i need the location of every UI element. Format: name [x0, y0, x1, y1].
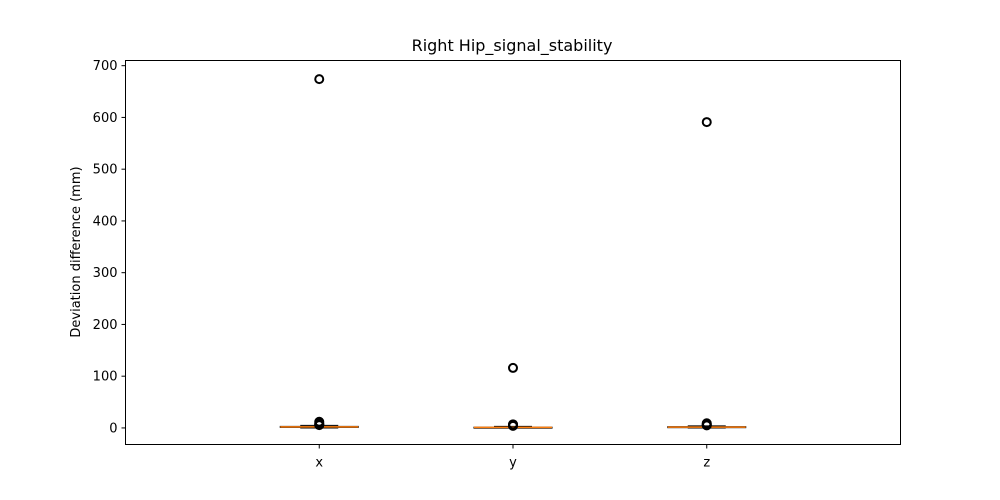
axes-frame — [125, 60, 901, 445]
box-z — [667, 117, 747, 431]
y-tick-label: 200 — [93, 318, 118, 333]
outlier-point — [314, 74, 325, 85]
outlier-point — [314, 420, 325, 431]
outlier-point — [508, 362, 518, 373]
outlier-point — [508, 420, 518, 431]
y-tick-label: 400 — [93, 214, 118, 229]
x-tick-label: z — [703, 456, 710, 471]
box-y — [473, 362, 553, 431]
y-tick-label: 300 — [93, 266, 118, 281]
y-tick-label: 0 — [109, 421, 117, 436]
y-axis-label: Deviation difference (mm) — [69, 166, 84, 337]
x-tick-label: x — [315, 456, 323, 471]
y-tick-label: 700 — [93, 59, 118, 74]
y-tick-label: 100 — [93, 370, 118, 385]
x-tick-label: y — [509, 456, 517, 471]
y-tick-label: 500 — [93, 163, 118, 178]
chart-title: Right Hip_signal_stability — [412, 36, 613, 56]
outlier-point — [701, 420, 712, 431]
outlier-point — [701, 117, 712, 128]
y-tick-label: 600 — [93, 111, 118, 126]
plot-area: 0 100 200 300 400 500 600 700 x y z — [93, 59, 747, 471]
box-x — [279, 74, 359, 431]
